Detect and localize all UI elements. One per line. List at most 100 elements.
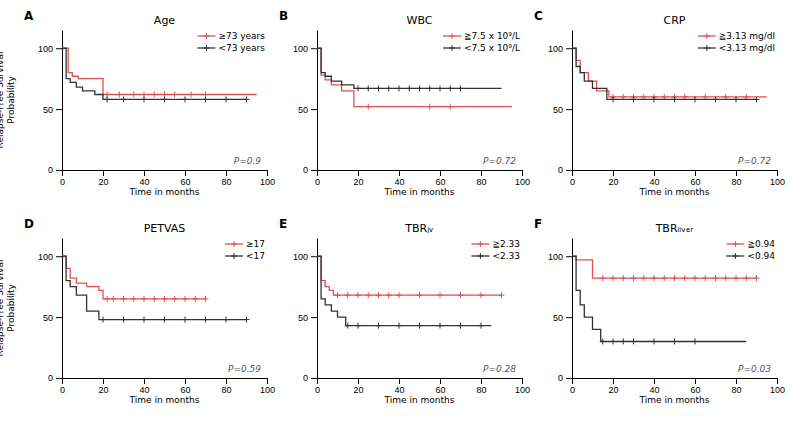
panel-title: Age bbox=[154, 14, 176, 27]
x-tick: 20 bbox=[98, 378, 108, 395]
y-tick-label: 50 bbox=[298, 105, 308, 115]
survival-curve bbox=[62, 256, 206, 299]
survival-curve bbox=[62, 256, 247, 319]
x-tick-label: 100 bbox=[515, 177, 530, 187]
censor-mark bbox=[162, 96, 168, 102]
censor-mark bbox=[692, 338, 698, 344]
legend-label: ≧0.94 bbox=[747, 239, 775, 249]
censor-mark bbox=[223, 317, 229, 323]
y-axis: 050100 bbox=[548, 239, 573, 384]
censor-mark bbox=[651, 96, 657, 102]
censor-mark bbox=[116, 92, 122, 98]
censor-mark bbox=[417, 292, 423, 298]
x-tick-mark bbox=[317, 170, 318, 176]
y-tick-label: 50 bbox=[553, 313, 563, 323]
x-tick-mark bbox=[267, 378, 268, 384]
x-tick-label: 20 bbox=[608, 385, 618, 395]
legend-marker bbox=[704, 33, 710, 39]
x-tick-label: 60 bbox=[690, 177, 700, 187]
x-tick-label: 40 bbox=[649, 177, 659, 187]
legend-item: <7.5 x 10⁹/L bbox=[443, 43, 520, 53]
y-tick-mark bbox=[566, 109, 572, 110]
plot-area bbox=[572, 256, 760, 344]
y-tick: 100 bbox=[293, 44, 317, 54]
y-axis: 050100 bbox=[548, 31, 573, 176]
x-tick: 40 bbox=[394, 378, 404, 395]
x-tick-label: 100 bbox=[260, 385, 275, 395]
legend-item: <17 bbox=[225, 251, 265, 261]
panel-title: TBRₗᵢᵥₑᵣ bbox=[655, 222, 694, 235]
x-tick: 40 bbox=[649, 378, 659, 395]
x-tick-mark bbox=[103, 170, 104, 176]
x-tick-mark bbox=[440, 378, 441, 384]
survival-curve bbox=[572, 256, 746, 341]
x-tick: 20 bbox=[353, 170, 363, 187]
y-tick-mark bbox=[56, 317, 62, 318]
censor-mark bbox=[121, 96, 127, 102]
censor-mark bbox=[713, 96, 719, 102]
censor-mark bbox=[447, 104, 453, 110]
x-tick: 60 bbox=[435, 378, 445, 395]
y-tick: 50 bbox=[553, 105, 572, 115]
censor-mark bbox=[104, 96, 110, 102]
legend-label: ≥73 years bbox=[218, 31, 265, 41]
y-tick-mark bbox=[311, 48, 317, 49]
censor-mark bbox=[651, 338, 657, 344]
censor-mark bbox=[733, 96, 739, 102]
legend-item: ≧7.5 x 10⁹/L bbox=[443, 31, 520, 41]
censor-mark bbox=[600, 275, 606, 281]
x-axis: 020406080100 bbox=[570, 170, 785, 187]
y-tick: 100 bbox=[548, 44, 572, 54]
censor-mark bbox=[692, 96, 698, 102]
censor-mark bbox=[610, 96, 616, 102]
x-tick-label: 100 bbox=[770, 385, 785, 395]
x-tick: 100 bbox=[515, 170, 530, 187]
x-tick-label: 20 bbox=[353, 385, 363, 395]
p-value: P=0.59 bbox=[228, 364, 261, 374]
censor-mark bbox=[386, 85, 392, 91]
x-tick-mark bbox=[185, 378, 186, 384]
legend-marker bbox=[231, 241, 237, 247]
x-tick-mark bbox=[613, 170, 614, 176]
censor-mark bbox=[427, 85, 433, 91]
x-tick: 40 bbox=[139, 170, 149, 187]
x-tick-mark bbox=[522, 378, 523, 384]
y-tick-mark bbox=[56, 378, 62, 379]
y-tick-mark bbox=[566, 256, 572, 257]
y-tick-mark bbox=[56, 48, 62, 49]
censor-mark bbox=[631, 338, 637, 344]
legend-marker bbox=[477, 253, 483, 259]
survival-curve bbox=[62, 48, 257, 94]
x-axis-title: Time in months bbox=[384, 187, 455, 197]
censor-mark bbox=[141, 296, 147, 302]
legend: ≥17<17 bbox=[225, 239, 265, 261]
x-axis-line bbox=[63, 378, 268, 379]
censor-mark bbox=[182, 96, 188, 102]
y-tick-mark bbox=[566, 48, 572, 49]
x-axis-title: Time in months bbox=[129, 395, 200, 405]
legend: ≧0.94<0.94 bbox=[726, 239, 775, 261]
censor-mark bbox=[121, 296, 127, 302]
y-tick-label: 50 bbox=[298, 313, 308, 323]
y-tick: 0 bbox=[303, 165, 317, 175]
censor-mark bbox=[182, 296, 188, 302]
censor-mark bbox=[610, 338, 616, 344]
censor-mark bbox=[131, 296, 137, 302]
x-tick: 0 bbox=[60, 378, 65, 395]
censor-mark bbox=[244, 96, 250, 102]
panel-label: A bbox=[24, 9, 34, 23]
panel: 020406080100050100TBRₗᵢᵥₑᵣFP=0.03Time in… bbox=[534, 217, 785, 405]
x-tick: 0 bbox=[570, 170, 575, 187]
panel-title: WBC bbox=[407, 14, 433, 27]
x-tick: 100 bbox=[260, 170, 275, 187]
panel-label: D bbox=[24, 217, 34, 231]
censor-mark bbox=[447, 85, 453, 91]
x-tick: 60 bbox=[690, 170, 700, 187]
y-tick: 50 bbox=[43, 105, 62, 115]
x-tick-mark bbox=[226, 378, 227, 384]
survival-curve bbox=[572, 48, 757, 99]
censor-mark bbox=[172, 296, 178, 302]
survival-curve bbox=[317, 48, 512, 106]
x-tick-label: 40 bbox=[394, 385, 404, 395]
legend-item: ≥17 bbox=[225, 239, 265, 249]
